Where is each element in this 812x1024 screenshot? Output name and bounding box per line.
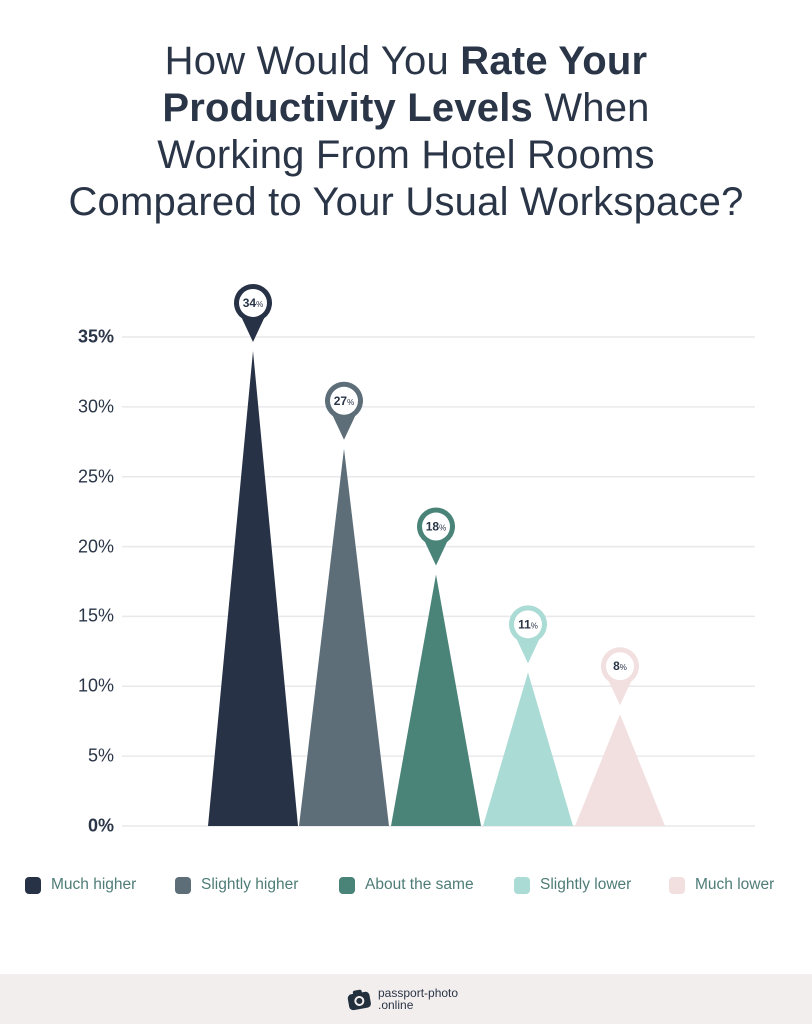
- legend-swatch: [669, 876, 685, 894]
- legend-swatch: [175, 876, 191, 894]
- y-tick-label: 25%: [77, 466, 114, 487]
- bar-about-the-same: 18%: [391, 507, 481, 826]
- value-label: 11%: [518, 617, 538, 631]
- value-label: 27%: [334, 394, 354, 408]
- value-label: 34%: [243, 296, 263, 310]
- legend-label: About the same: [365, 876, 474, 893]
- legend-swatch: [339, 876, 355, 894]
- value-label: 18%: [426, 520, 446, 534]
- y-tick-label: 35%: [77, 326, 114, 347]
- title-text: Working From Hotel Rooms: [157, 133, 655, 177]
- legend-label: Much lower: [695, 876, 775, 893]
- y-tick-label: 20%: [77, 536, 114, 557]
- title-text: Compared to Your Usual Workspace?: [68, 180, 744, 224]
- legend-item-much-higher[interactable]: Much higher: [25, 876, 136, 894]
- title-bold-text: Productivity Levels: [162, 86, 533, 130]
- bar-slightly-lower: 11%: [483, 605, 573, 826]
- legend-label: Much higher: [51, 876, 137, 893]
- legend-swatch: [25, 876, 41, 894]
- brand-logo[interactable]: passport-photo .online: [346, 987, 458, 1011]
- legend-item-about-the-same[interactable]: About the same: [339, 876, 474, 894]
- chart-area: 34% 27% 18% 11% 8% 0% 5% 10% 15% 20% 25% 30% 35%: [77, 283, 755, 836]
- title-text: How Would You: [164, 39, 461, 83]
- legend-swatch: [514, 876, 530, 894]
- legend-item-slightly-lower[interactable]: Slightly lower: [514, 876, 631, 894]
- legend: Much higher Slightly higher About the same…: [0, 876, 812, 900]
- y-tick-label: 5%: [87, 745, 114, 766]
- legend-item-slightly-higher[interactable]: Slightly higher: [175, 876, 298, 894]
- bar-much-higher: 34%: [208, 283, 298, 826]
- y-tick-label: 15%: [77, 605, 114, 626]
- plot-svg: 34% 27% 18% 11% 8%: [122, 283, 755, 827]
- legend-item-much-lower[interactable]: Much lower: [669, 876, 774, 894]
- brand-name: passport-photo .online: [378, 986, 459, 1012]
- chart-title: How Would You Rate Your Productivity Lev…: [0, 38, 812, 226]
- title-text: When: [533, 86, 650, 130]
- bar-slightly-higher: 27%: [299, 381, 389, 826]
- camera-icon: [347, 989, 371, 1011]
- legend-label: Slightly lower: [540, 876, 632, 893]
- legend-label: Slightly higher: [201, 876, 299, 893]
- bar-much-lower: 8%: [575, 647, 665, 826]
- value-label: 8%: [613, 659, 627, 673]
- y-tick-label: 0%: [87, 815, 114, 836]
- y-tick-label: 30%: [77, 396, 114, 417]
- footer: passport-photo .online: [0, 974, 812, 1024]
- title-bold-text: Rate Your: [460, 39, 648, 83]
- y-tick-label: 10%: [77, 675, 114, 696]
